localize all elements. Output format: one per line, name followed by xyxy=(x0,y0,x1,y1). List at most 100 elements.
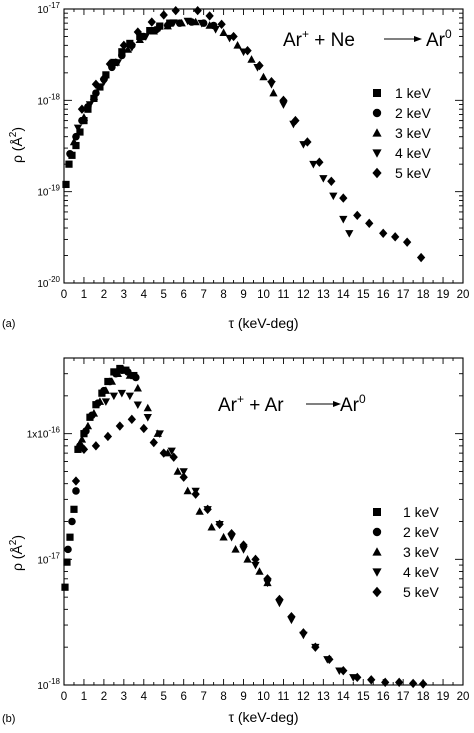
data-point xyxy=(64,545,72,554)
legend-marker xyxy=(372,547,382,556)
x-tick-label: 2 xyxy=(101,289,107,301)
data-point xyxy=(217,19,226,29)
x-tick-label: 13 xyxy=(317,691,330,703)
data-point xyxy=(269,88,278,97)
x-tick-label: 20 xyxy=(457,691,470,703)
reaction-arrowhead xyxy=(333,401,341,407)
y-tick-label: 10-19 xyxy=(37,184,60,199)
x-axis-label: τ (keV-deg) xyxy=(228,315,298,331)
x-tick-label: 16 xyxy=(377,691,390,703)
data-point xyxy=(65,160,73,168)
data-point xyxy=(91,441,101,451)
y-tick-label: 10-20 xyxy=(37,275,60,290)
data-point xyxy=(119,365,128,374)
x-tick-label: 6 xyxy=(180,289,186,301)
data-point xyxy=(177,18,186,27)
data-point xyxy=(339,193,348,203)
data-point xyxy=(102,71,110,79)
legend-label: 5 keV xyxy=(403,584,439,600)
reaction-product: Ar0 xyxy=(340,392,366,416)
data-point xyxy=(339,215,348,224)
data-point xyxy=(89,92,99,100)
data-point xyxy=(125,371,134,379)
data-point xyxy=(71,476,81,486)
data-point xyxy=(70,505,78,513)
legend-marker xyxy=(372,167,382,179)
legend-label: 2 keV xyxy=(403,524,439,540)
series-1-kev xyxy=(62,19,174,189)
x-tick-label: 3 xyxy=(121,289,127,301)
series-3-kev xyxy=(69,17,278,146)
data-point xyxy=(179,472,188,482)
data-point xyxy=(391,232,400,242)
data-point xyxy=(115,421,124,431)
legend: 1 keV 2 keV 3 keV 4 keV 5 keV xyxy=(372,504,439,600)
x-tick-label: 4 xyxy=(141,691,148,703)
data-point xyxy=(62,180,70,189)
data-point xyxy=(381,677,390,688)
x-tick-label: 6 xyxy=(180,691,186,703)
data-point xyxy=(325,654,334,665)
data-point xyxy=(251,554,260,565)
data-point xyxy=(141,33,150,41)
data-point xyxy=(139,423,148,434)
legend-marker xyxy=(372,108,382,118)
data-point xyxy=(183,17,192,26)
series-2-kev xyxy=(64,366,140,554)
data-point xyxy=(205,21,214,29)
data-point xyxy=(169,452,178,462)
data-point xyxy=(63,558,71,566)
y-axis-label: ρ (Å2) xyxy=(8,535,25,571)
data-point xyxy=(303,137,312,147)
data-point xyxy=(143,414,152,422)
x-tick-label: 18 xyxy=(417,691,430,703)
data-point xyxy=(267,77,276,87)
x-tick-label: 7 xyxy=(200,289,206,301)
data-point xyxy=(203,504,212,515)
data-point xyxy=(61,583,69,591)
data-point xyxy=(169,19,178,27)
data-point xyxy=(243,555,252,563)
data-point xyxy=(275,594,284,605)
reaction-label: Ar+ + Ne xyxy=(283,27,355,51)
x-tick-label: 14 xyxy=(337,289,350,301)
data-point xyxy=(239,546,248,554)
data-point xyxy=(105,59,115,69)
x-tick-label: 7 xyxy=(200,691,206,703)
legend-label: 1 keV xyxy=(395,85,431,101)
data-point xyxy=(76,128,84,136)
data-point xyxy=(125,392,134,401)
series-4-kev xyxy=(73,17,354,238)
y-tick-label: 10-18 xyxy=(37,677,60,692)
data-point xyxy=(197,19,206,28)
x-tick-label: 2 xyxy=(101,691,107,703)
x-tick-label: 18 xyxy=(417,289,430,301)
data-point xyxy=(66,533,74,541)
data-point xyxy=(123,45,132,53)
data-point xyxy=(339,666,348,676)
data-point xyxy=(103,431,113,442)
x-tick-label: 4 xyxy=(141,289,148,301)
data-point xyxy=(229,31,238,42)
x-tick-label: 10 xyxy=(257,289,270,301)
legend-label: 3 keV xyxy=(395,125,431,141)
data-point xyxy=(155,24,164,33)
data-point xyxy=(219,532,228,541)
x-tick-label: 14 xyxy=(337,691,350,703)
data-point xyxy=(239,540,248,550)
legend-label: 3 keV xyxy=(403,544,439,560)
x-tick-label: 20 xyxy=(457,289,470,301)
data-point xyxy=(191,489,200,499)
legend-marker xyxy=(372,128,382,137)
legend-label: 4 keV xyxy=(395,145,431,161)
legend-label: 2 keV xyxy=(395,105,431,121)
x-tick-label: 11 xyxy=(277,691,289,703)
data-point xyxy=(219,28,228,36)
x-tick-label: 5 xyxy=(161,691,167,703)
data-point xyxy=(329,192,338,201)
y-axis-label: ρ (Å2) xyxy=(8,127,25,163)
data-point xyxy=(365,218,374,229)
data-point xyxy=(101,398,111,406)
data-point xyxy=(227,528,236,539)
data-point xyxy=(133,27,142,37)
